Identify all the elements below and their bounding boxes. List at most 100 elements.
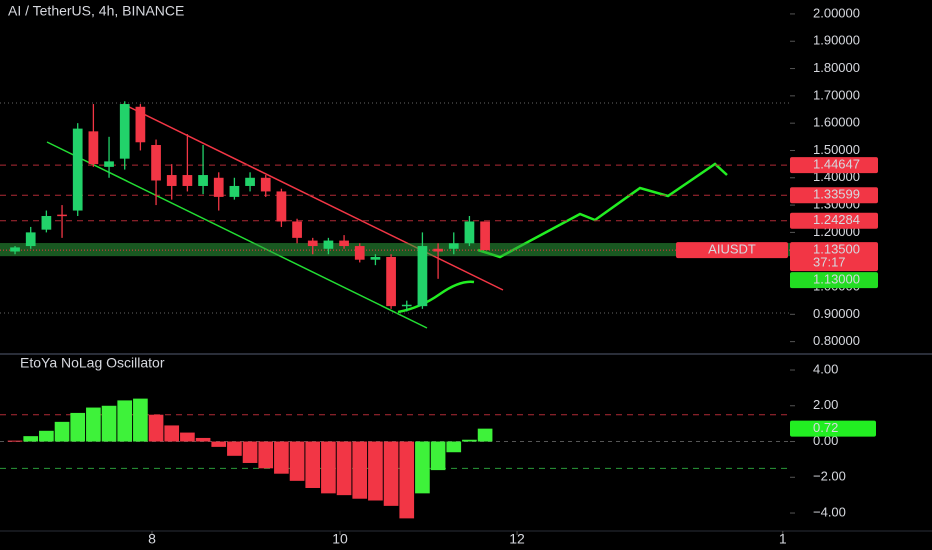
candle-body — [401, 304, 412, 307]
symbol-label: AIUSDT — [708, 242, 756, 257]
level-label-box — [790, 212, 878, 229]
countdown: 37:17 — [813, 255, 846, 270]
trend-line-lower — [46, 141, 428, 329]
y-tick-label: 2.00 — [813, 397, 838, 412]
y-tick-label: 0.80000 — [813, 333, 860, 348]
histogram-bar — [23, 436, 39, 442]
candle-body — [41, 216, 52, 230]
histogram-bar — [227, 441, 242, 456]
indicator-level-box — [790, 272, 878, 289]
histogram-bar — [54, 421, 70, 442]
last-price-box — [790, 242, 878, 272]
histogram-bar — [148, 414, 164, 442]
y-tick-label: 1.60000 — [813, 115, 860, 130]
histogram-bar — [70, 412, 86, 442]
x-tick-label: 10 — [332, 531, 348, 547]
projection-curve — [397, 280, 475, 314]
zone — [0, 243, 790, 257]
y-tick-label: 1.50000 — [813, 142, 860, 157]
y-tick-label: −4.00 — [813, 504, 846, 519]
candle-body — [119, 104, 130, 159]
candle-body — [213, 177, 224, 197]
y-tick-label: −2.00 — [813, 469, 846, 484]
level-label: 1.24284 — [813, 212, 860, 227]
candle-body — [57, 214, 67, 217]
level-label-box — [790, 157, 878, 174]
histogram-bar — [446, 441, 462, 453]
candle-body — [229, 185, 240, 197]
y-tick-label: 4.00 — [813, 361, 838, 376]
histogram-bar — [117, 400, 133, 442]
candle-body — [10, 247, 20, 252]
candle-body — [370, 256, 381, 260]
histogram-bar — [86, 407, 101, 442]
candle-body — [151, 145, 161, 181]
histogram-bar — [321, 441, 336, 494]
histogram-bar — [7, 440, 23, 442]
y-tick-label: 1.90000 — [813, 33, 860, 48]
candle-body — [166, 175, 177, 186]
candle-body — [417, 246, 428, 307]
y-tick-label: 0.90000 — [813, 306, 860, 321]
candle-body — [448, 243, 459, 249]
x-tick-label: 12 — [509, 531, 525, 547]
candle-body — [323, 240, 334, 249]
candle-body — [25, 232, 36, 247]
candle-body — [182, 175, 193, 186]
x-tick-label: 1 — [779, 531, 787, 547]
histogram-bar — [368, 441, 383, 501]
candle-body — [339, 240, 349, 247]
candle-body — [88, 131, 99, 165]
histogram-bar — [258, 441, 274, 469]
histogram-bar — [164, 425, 180, 442]
histogram-bar — [399, 441, 415, 519]
x-tick-label: 8 — [148, 531, 156, 547]
histogram-bar — [477, 428, 493, 442]
candle-body — [245, 177, 255, 186]
histogram-bar — [242, 441, 258, 463]
histogram-bar — [289, 441, 305, 481]
last-value-label: 0.72 — [813, 420, 838, 435]
last-value-box — [790, 420, 876, 437]
histogram-bar — [195, 437, 211, 442]
candle-body — [135, 106, 146, 143]
last-price-label: 1.13500 — [813, 242, 860, 257]
symbol-box — [676, 242, 788, 259]
candle-body — [464, 221, 475, 244]
histogram-bar — [305, 441, 321, 488]
histogram-bar — [415, 441, 430, 494]
plot-layer: 0.800000.900001.000001.100001.200001.300… — [0, 5, 878, 547]
y-tick-label: 2.00000 — [813, 5, 860, 20]
level-label: 1.33599 — [813, 187, 860, 202]
histogram-bar — [352, 441, 368, 499]
histogram-bar — [383, 441, 399, 506]
y-tick-label: 1.80000 — [813, 60, 860, 75]
histogram-bar — [336, 441, 352, 496]
histogram-bar — [462, 439, 477, 442]
candle-body — [104, 161, 114, 167]
candle-body — [307, 240, 318, 247]
candle-body — [480, 221, 490, 251]
chart-title: AI / TetherUS, 4h, BINANCE — [8, 3, 184, 19]
trend-line-upper — [122, 103, 504, 291]
y-tick-label: 1.70000 — [813, 87, 860, 102]
candle-body — [260, 177, 271, 192]
histogram-bar — [101, 405, 117, 442]
candle-body — [292, 221, 302, 238]
candle-body — [72, 128, 83, 211]
histogram-bar — [274, 441, 289, 474]
candle-body — [386, 256, 396, 307]
indicator-title: EtoYa NoLag Oscillator — [20, 355, 165, 371]
candle-body — [276, 191, 287, 222]
histogram-bar — [180, 432, 195, 442]
histogram-bar — [39, 430, 54, 442]
candle-body — [433, 248, 443, 252]
histogram-bar — [133, 398, 148, 442]
y-tick-label: 0.00 — [813, 433, 838, 448]
level-label: 1.44647 — [813, 157, 860, 172]
candle-body — [354, 246, 365, 260]
histogram-bar — [430, 441, 446, 471]
candle-body — [198, 175, 208, 186]
